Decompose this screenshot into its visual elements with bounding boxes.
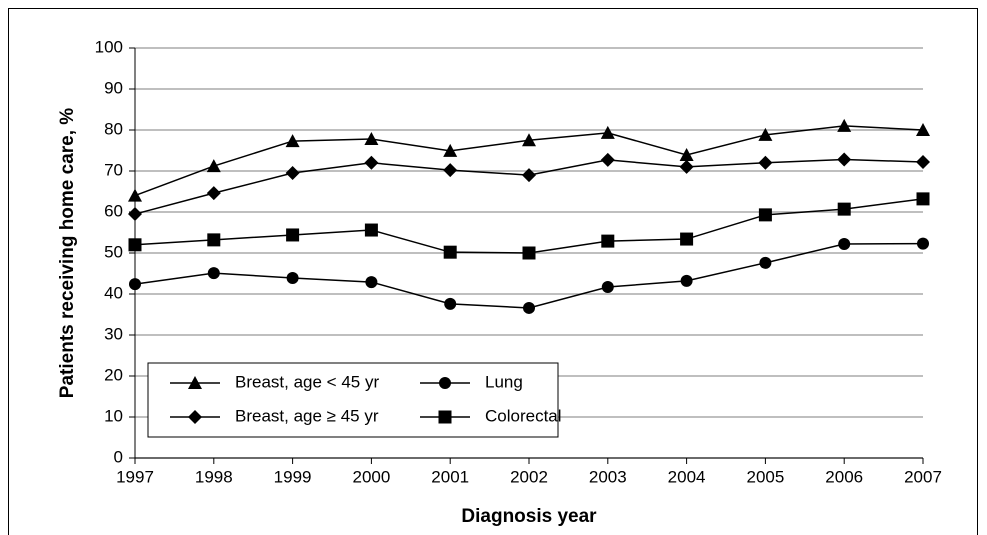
- marker: [838, 237, 851, 250]
- y-tick-label: 0: [114, 447, 123, 466]
- y-tick-label: 30: [104, 324, 123, 343]
- legend-label: Breast, age < 45 yr: [235, 372, 379, 391]
- marker: [916, 123, 930, 136]
- marker: [439, 377, 451, 389]
- marker: [837, 202, 851, 216]
- x-tick-label: 2005: [746, 467, 784, 486]
- series-line: [134, 158, 924, 215]
- marker: [837, 118, 852, 132]
- marker: [916, 154, 930, 169]
- x-tick-label: 2000: [352, 467, 390, 486]
- y-tick-label: 20: [104, 365, 123, 384]
- marker: [364, 155, 379, 170]
- marker: [364, 132, 379, 146]
- legend-label: Colorectal: [485, 406, 562, 425]
- y-tick-label: 100: [95, 37, 123, 56]
- marker: [680, 232, 694, 246]
- marker: [522, 168, 536, 183]
- marker: [207, 233, 221, 247]
- legend-label: Lung: [485, 372, 523, 391]
- marker: [916, 192, 930, 206]
- marker: [443, 245, 457, 259]
- y-tick-label: 50: [104, 242, 123, 261]
- marker: [758, 208, 772, 222]
- y-tick-label: 60: [104, 201, 123, 220]
- marker: [286, 272, 299, 285]
- marker: [522, 246, 536, 260]
- x-tick-label: 2003: [589, 467, 627, 486]
- y-tick-label: 70: [104, 160, 123, 179]
- x-tick-label: 2006: [825, 467, 863, 486]
- marker: [758, 127, 773, 141]
- x-tick-label: 2007: [904, 467, 942, 486]
- y-tick-label: 80: [104, 119, 123, 138]
- marker: [679, 159, 694, 174]
- marker: [522, 133, 536, 147]
- marker: [679, 148, 694, 162]
- marker: [600, 152, 615, 167]
- marker: [128, 207, 142, 222]
- marker: [285, 134, 300, 148]
- x-tick-label: 1997: [116, 467, 154, 486]
- legend-box: [147, 362, 559, 438]
- marker: [129, 278, 141, 291]
- marker: [758, 155, 773, 170]
- marker: [523, 301, 535, 314]
- x-axis-title: Diagnosis year: [461, 506, 597, 527]
- x-tick-label: 2004: [668, 467, 706, 486]
- x-tick-label: 1999: [274, 467, 312, 486]
- y-tick-label: 40: [104, 283, 123, 302]
- y-tick-label: 90: [104, 78, 123, 97]
- y-tick-label: 10: [104, 406, 123, 425]
- marker: [601, 281, 614, 294]
- x-tick-label: 2001: [431, 467, 469, 486]
- marker: [364, 223, 378, 237]
- marker: [286, 228, 300, 242]
- marker: [285, 166, 300, 181]
- x-tick-label: 2002: [510, 467, 548, 486]
- marker: [365, 276, 378, 289]
- marker: [188, 410, 202, 424]
- y-axis-title: Patients receiving home care, %: [57, 108, 78, 399]
- frame: [8, 8, 978, 535]
- marker: [128, 238, 142, 252]
- marker: [128, 188, 142, 202]
- marker: [206, 186, 221, 201]
- marker: [759, 256, 772, 269]
- marker: [443, 163, 458, 178]
- x-tick-label: 1998: [195, 467, 233, 486]
- marker: [600, 125, 615, 139]
- marker: [188, 376, 202, 389]
- series-line: [134, 198, 924, 254]
- marker: [443, 143, 458, 157]
- marker: [438, 410, 452, 424]
- marker: [601, 234, 615, 248]
- marker: [680, 274, 693, 287]
- marker: [917, 237, 929, 250]
- marker: [207, 267, 220, 280]
- legend-label: Breast, age ≥ 45 yr: [235, 406, 379, 425]
- marker: [206, 159, 221, 173]
- marker: [837, 152, 852, 167]
- marker: [444, 297, 457, 310]
